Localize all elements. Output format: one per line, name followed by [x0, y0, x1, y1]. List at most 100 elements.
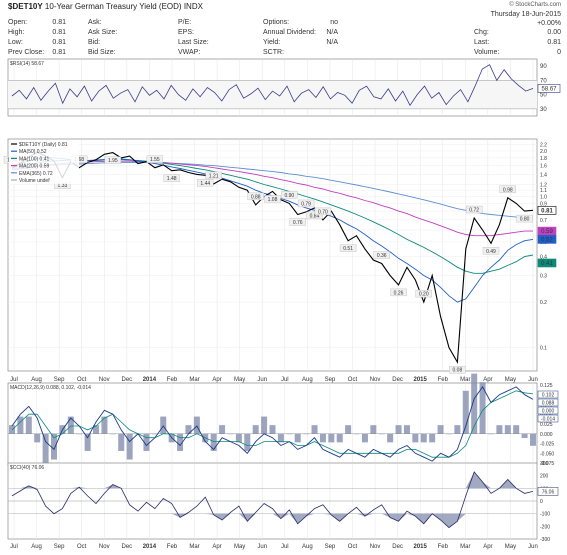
x-tick-label-bottom: Nov — [370, 544, 381, 550]
quote-label: VWAP: — [178, 49, 201, 56]
macd-histogram-bar — [93, 425, 100, 434]
x-tick-label: 2015 — [413, 377, 427, 383]
price-annotation-box — [306, 211, 323, 220]
quote-label: SCTR: — [263, 49, 284, 56]
price-tick-label: 2.0 — [540, 149, 547, 155]
price-line — [11, 151, 534, 365]
x-tick-label: Apr — [212, 377, 221, 383]
x-tick-label: Apr — [483, 377, 492, 383]
price-tick-label: 1.6 — [540, 164, 547, 170]
cci-tick-label: 200 — [540, 474, 549, 480]
price-annotation-box — [297, 199, 315, 208]
cci-tick-label: -300 — [540, 537, 550, 543]
price-annotation: 0.26 — [394, 290, 404, 296]
exchange: INDX — [183, 2, 203, 11]
price-tick-label: 0.7 — [540, 218, 547, 224]
x-tick-label-bottom: Sep — [54, 544, 65, 550]
macd-histogram-bar — [160, 416, 167, 434]
cci-tick-label: 300 — [540, 461, 549, 467]
macd-histogram-bar — [496, 425, 503, 434]
macd-panel — [7, 382, 538, 466]
price-tick-label: 0.4 — [540, 255, 547, 261]
legend-entry: EMA(365) 0.72 — [19, 171, 53, 177]
price-annotation: 1.21 — [209, 173, 219, 179]
macd-histogram-bar — [17, 416, 24, 434]
x-tick-label-bottom: Jul — [10, 544, 18, 550]
macd-histogram-bar — [109, 433, 116, 435]
x-tick-label: Dec — [392, 377, 403, 383]
macd-histogram-bar — [210, 433, 217, 451]
macd-histogram-bar — [471, 373, 478, 434]
macd-histogram-bar — [244, 433, 251, 451]
price-annotation-box — [197, 179, 214, 187]
price-tick-label: 1.2 — [540, 182, 547, 188]
x-tick-label: Feb — [167, 377, 178, 383]
macd-histogram-bar — [437, 425, 444, 434]
rsi-band — [8, 80, 537, 109]
macd-tick-label: -0.050 — [540, 451, 554, 457]
ma200-line — [11, 160, 533, 237]
quote-value: N/A — [326, 29, 338, 36]
price-annotation-box — [314, 207, 332, 216]
macd-histogram-bar — [345, 425, 352, 434]
ema365-line — [11, 161, 533, 219]
price-last-value: 0.41 — [541, 261, 553, 267]
macd-histogram-bar — [513, 425, 520, 434]
macd-last-box — [537, 414, 559, 423]
price-annotation: 1.95 — [108, 158, 118, 164]
symbol-name: 10-Year German Treasury Yield (EOD) — [44, 2, 182, 11]
quote-label: Open: — [8, 19, 28, 26]
x-tick-label: Feb — [438, 377, 449, 383]
price-annotation-box — [281, 191, 298, 199]
rsi-tick-label: 90 — [540, 64, 547, 70]
macd-last-box — [537, 390, 559, 399]
x-tick-label: May — [505, 377, 516, 383]
macd-histogram-bar — [303, 433, 310, 435]
price-annotation: 0.70 — [318, 209, 328, 215]
legend-entry: $DET10Y (Daily) 0.81 — [19, 142, 68, 148]
macd-histogram-bar — [462, 390, 469, 434]
macd-tick-label: 0.000 — [540, 432, 553, 438]
price-tick-label: 0.2 — [540, 300, 547, 306]
macd-histogram-bar — [479, 382, 486, 434]
macd-histogram-bar — [101, 416, 108, 434]
quote-label: Last: — [474, 39, 490, 46]
macd-histogram-bar — [118, 433, 125, 451]
x-tick-label: Aug — [302, 377, 313, 383]
x-tick-label-bottom: Oct — [77, 544, 87, 550]
price-annotation-box — [499, 185, 516, 193]
price-tick-label: 1.0 — [540, 194, 547, 200]
macd-histogram-bar — [277, 433, 284, 443]
price-annotation-box — [247, 192, 264, 201]
quote-label: Last Size: — [178, 39, 209, 46]
macd-histogram-bar — [420, 433, 427, 443]
quote-label: Low: — [8, 39, 23, 46]
price-annotation-box — [390, 288, 407, 297]
x-tick-label: Oct — [348, 377, 358, 383]
x-tick-label-bottom: May — [505, 544, 516, 550]
price-panel — [7, 138, 538, 372]
quote-label: Ask Size: — [88, 29, 118, 36]
rsi-tick-label: 30 — [540, 107, 547, 113]
macd-histogram-bar — [193, 416, 200, 434]
price-annotation: 0.88 — [251, 194, 261, 200]
macd-last-value: 0.088 — [542, 401, 555, 407]
quote-label: Chg: — [474, 29, 489, 36]
macd-histogram-bar — [353, 433, 360, 435]
price-last-box — [537, 205, 557, 215]
price-annotation-box — [146, 155, 164, 163]
price-annotation: 0.98 — [503, 187, 513, 193]
macd-histogram-bar — [378, 433, 385, 435]
cci-tick-label: -200 — [540, 524, 550, 530]
quote-label: Volume: — [474, 49, 500, 56]
price-tick-label: 2.2 — [540, 143, 547, 149]
x-tick-label-bottom: 2014 — [143, 544, 157, 550]
price-tick-label: 0.1 — [540, 346, 547, 352]
ma100-line — [11, 159, 534, 274]
quote-value: 0 — [557, 49, 561, 56]
macd-histogram-bar — [252, 425, 259, 434]
price-annotation-box — [482, 247, 500, 255]
